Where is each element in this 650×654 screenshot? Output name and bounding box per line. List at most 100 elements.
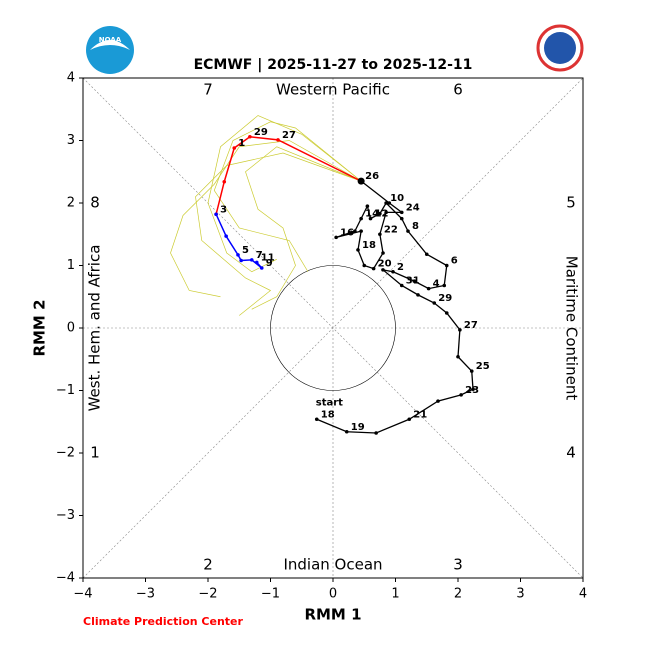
day-label: 8 — [412, 221, 419, 232]
x-tick-label: 4 — [579, 587, 587, 602]
observed-line-point — [344, 429, 349, 434]
observed-line-point — [359, 216, 363, 221]
day-label: 16 — [340, 227, 354, 238]
x-tick-label: −3 — [136, 587, 155, 602]
y-tick-label: 2 — [67, 196, 75, 211]
start-label: start — [316, 397, 343, 408]
phase-label: 5 — [566, 194, 576, 212]
forecast-ext-line-point — [259, 266, 264, 270]
observed-line-point — [378, 232, 382, 237]
day-label: 21 — [413, 409, 427, 420]
observed-line-point — [407, 417, 412, 422]
observed-line-point — [384, 210, 388, 215]
day-label: 1 — [238, 138, 245, 149]
unit-circle — [270, 265, 396, 391]
day-label: 20 — [378, 259, 392, 270]
day-label: 11 — [261, 252, 275, 263]
day-label: 23 — [465, 385, 479, 396]
observed-line-point — [353, 229, 357, 233]
logo-text: NOAA — [99, 36, 122, 44]
chart-title: ECMWF | 2025-11-27 to 2025-12-11 — [194, 57, 473, 73]
observed-line-point — [381, 268, 385, 272]
observed-line-point — [456, 354, 460, 359]
day-label: 3 — [220, 204, 227, 215]
region-label: Indian Ocean — [283, 556, 382, 574]
observed-line-point — [368, 216, 373, 221]
y-tick-label: −3 — [56, 508, 75, 523]
phase-label: 2 — [203, 556, 213, 574]
current-point — [357, 177, 365, 185]
phase-label: 8 — [90, 194, 100, 212]
day-label: 18 — [362, 240, 376, 251]
day-label: 24 — [406, 202, 420, 213]
day-label: 7 — [256, 250, 263, 261]
forecast-line-point — [232, 146, 237, 150]
y-tick-label: 4 — [67, 71, 75, 86]
forecast-ext-line-point — [214, 212, 218, 217]
observed-line-point — [371, 266, 376, 271]
observed-line-point — [374, 431, 378, 435]
observed-line-point — [444, 311, 449, 315]
noaa-logo-wave — [90, 40, 130, 50]
x-tick-label: −1 — [261, 587, 280, 602]
ensemble-line — [170, 140, 362, 298]
observed-line-point — [399, 210, 404, 215]
y-tick-label: −2 — [56, 446, 75, 461]
observed-line-point — [399, 283, 404, 288]
x-tick-label: −4 — [73, 587, 92, 602]
y-tick-label: −1 — [56, 383, 75, 398]
observed-line-point — [384, 201, 388, 205]
region-label: Maritime Continent — [563, 256, 581, 401]
y-tick-label: −4 — [56, 571, 75, 586]
y-axis-label: RMM 2 — [31, 299, 49, 356]
day-label: 18 — [321, 409, 335, 420]
x-tick-label: −2 — [198, 587, 217, 602]
day-label: 19 — [351, 422, 365, 433]
y-tick-label: 1 — [67, 258, 75, 273]
phase-label: 3 — [453, 556, 463, 574]
observed-line-point — [391, 269, 395, 274]
day-label: 10 — [390, 193, 404, 204]
x-tick-label: 1 — [391, 587, 399, 602]
observed-line-point — [314, 417, 319, 422]
region-label: West. Hem. and Africa — [86, 245, 104, 412]
observed-line-point — [387, 201, 392, 205]
ensemble-line — [245, 146, 362, 310]
day-label: 9 — [266, 258, 273, 269]
day-label: 5 — [242, 245, 249, 256]
forecast-ext-line-point — [254, 260, 259, 265]
region-label: Western Pacific — [276, 81, 390, 99]
phase-label: 4 — [566, 444, 576, 462]
observed-line-point — [381, 251, 385, 255]
observed-line-point — [442, 283, 447, 288]
ensemble-line — [213, 121, 362, 272]
forecast-ext-line-point — [239, 258, 243, 263]
observed-line-point — [424, 252, 429, 257]
observed-line-point — [458, 328, 462, 332]
observed-line-point — [356, 248, 360, 252]
phase-label: 7 — [203, 81, 213, 99]
observed-line-point — [426, 286, 431, 291]
day-label: 12 — [375, 209, 389, 220]
observed-line-point — [469, 369, 474, 373]
day-label: 22 — [384, 224, 398, 235]
day-label: 14 — [365, 209, 379, 220]
observed-line-point — [378, 211, 382, 216]
x-tick-label: 2 — [454, 587, 462, 602]
x-tick-label: 0 — [329, 587, 337, 602]
day-label: 2 — [397, 262, 404, 273]
observed-line-point — [436, 399, 440, 403]
y-tick-label: 0 — [67, 321, 75, 336]
forecast-line-point — [248, 134, 252, 139]
ensemble-line — [195, 152, 362, 316]
observed-line-point — [412, 279, 417, 283]
x-axis-label: RMM 1 — [304, 606, 361, 624]
nws-logo-inner — [544, 32, 576, 64]
observed-line-point — [471, 387, 475, 392]
forecast-ext-line-point — [249, 258, 254, 262]
observed-line-point — [365, 204, 370, 208]
day-label: 6 — [451, 256, 458, 267]
observed-line-point — [362, 263, 367, 268]
forecast-line-point — [276, 138, 280, 142]
